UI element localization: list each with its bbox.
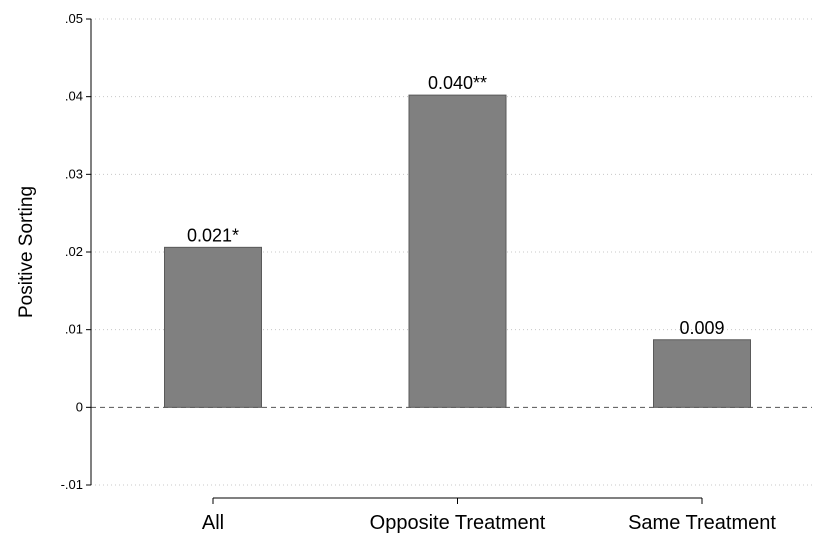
bar-value-label: 0.040** — [428, 73, 487, 93]
x-tick-label: All — [202, 512, 224, 534]
y-tick-label: .02 — [65, 244, 83, 259]
y-tick-label: -.01 — [61, 477, 83, 492]
y-axis-title: Positive Sorting — [16, 186, 37, 318]
x-tick-label: Same Treatment — [628, 512, 776, 534]
y-tick-label: .05 — [65, 11, 83, 26]
bar — [164, 246, 262, 408]
bar — [408, 94, 507, 408]
y-tick-label: 0 — [76, 399, 83, 414]
bar — [653, 339, 751, 408]
y-axis: -.01 0 .01 .02 .03 .04 .05 — [61, 11, 92, 492]
y-tick-label: .03 — [65, 166, 83, 181]
bar-value-label: 0.021* — [187, 225, 239, 245]
x-tick-label: Opposite Treatment — [370, 512, 546, 534]
y-tick-label: .01 — [65, 322, 83, 337]
bars: 0.021* 0.040** 0.009 — [164, 73, 751, 408]
y-tick-label: .04 — [65, 89, 83, 104]
x-axis: All Opposite Treatment Same Treatment — [202, 497, 776, 534]
bar-value-label: 0.009 — [679, 318, 724, 338]
